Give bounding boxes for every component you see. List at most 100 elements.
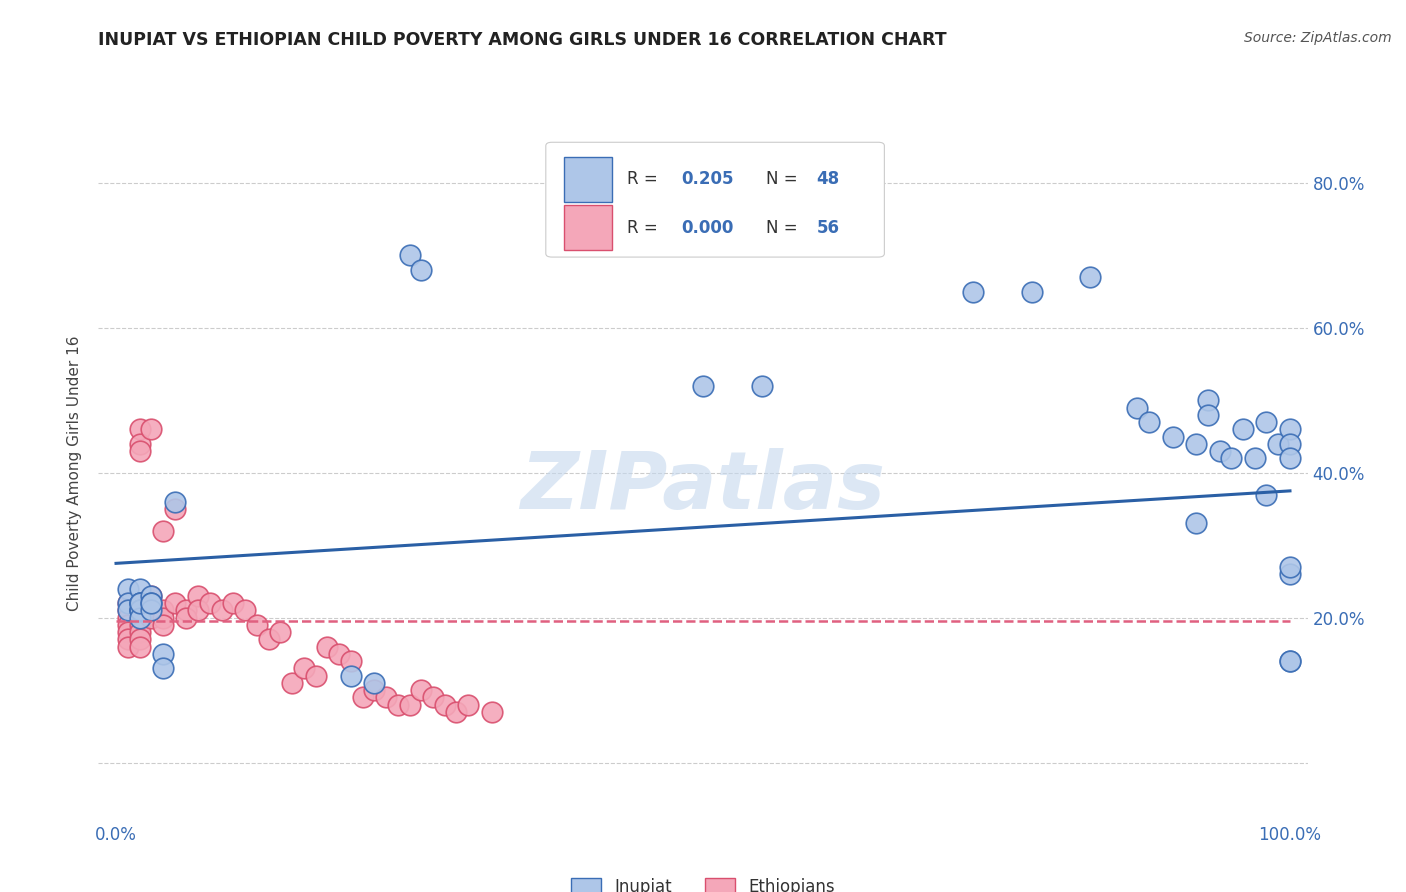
Point <box>1161 429 1184 443</box>
Point <box>375 690 398 705</box>
Point <box>163 502 186 516</box>
Text: 48: 48 <box>817 170 839 188</box>
Point <box>128 610 150 624</box>
Y-axis label: Child Poverty Among Girls Under 16: Child Poverty Among Girls Under 16 <box>67 335 83 610</box>
Point <box>1197 408 1219 422</box>
Point <box>141 596 163 610</box>
Point <box>141 589 163 603</box>
Point <box>340 669 363 683</box>
Point <box>692 378 714 392</box>
Point <box>304 669 326 683</box>
Text: 0.000: 0.000 <box>682 219 734 237</box>
Bar <box>564 156 613 202</box>
Point <box>962 285 984 299</box>
Text: 0.205: 0.205 <box>682 170 734 188</box>
Point <box>1243 451 1265 466</box>
Text: N =: N = <box>766 170 803 188</box>
Point <box>117 632 139 647</box>
Point <box>117 582 139 596</box>
Point <box>1197 393 1219 408</box>
Point <box>176 603 198 617</box>
Point <box>352 690 374 705</box>
Point <box>141 422 163 436</box>
Point <box>198 596 221 610</box>
Point <box>222 596 245 610</box>
Point <box>117 610 139 624</box>
Point <box>117 603 139 617</box>
Point <box>128 603 150 617</box>
Point <box>1185 516 1208 531</box>
Point <box>163 494 186 508</box>
Point <box>1278 654 1301 668</box>
Point <box>340 654 363 668</box>
Point <box>398 698 420 712</box>
Point <box>117 640 139 654</box>
Point <box>398 248 420 262</box>
Point <box>411 683 433 698</box>
Text: 56: 56 <box>817 219 839 237</box>
Point <box>128 582 150 596</box>
Point <box>1126 401 1149 415</box>
Point <box>1208 444 1230 458</box>
Point <box>128 603 150 617</box>
Point <box>1080 270 1102 285</box>
Point <box>117 596 139 610</box>
Point <box>141 610 163 624</box>
Point <box>128 596 150 610</box>
Point <box>1185 436 1208 450</box>
Point <box>128 603 150 617</box>
Point <box>141 603 163 617</box>
Point <box>1278 654 1301 668</box>
Point <box>128 603 150 617</box>
Point <box>411 262 433 277</box>
Point <box>152 610 174 624</box>
Point <box>422 690 444 705</box>
Point <box>128 596 150 610</box>
Point <box>246 618 269 632</box>
Point <box>128 422 150 436</box>
Point <box>1021 285 1043 299</box>
Text: N =: N = <box>766 219 803 237</box>
Point <box>187 589 209 603</box>
Point <box>316 640 339 654</box>
Point <box>128 640 150 654</box>
Point <box>292 661 315 675</box>
Point <box>141 596 163 610</box>
Point <box>446 705 468 719</box>
Point <box>117 625 139 640</box>
Point <box>152 603 174 617</box>
Point <box>1232 422 1254 436</box>
Point <box>211 603 233 617</box>
Point <box>1278 422 1301 436</box>
Point <box>1278 451 1301 466</box>
Point <box>1256 415 1278 429</box>
Legend: Inupiat, Ethiopians: Inupiat, Ethiopians <box>564 871 842 892</box>
Point <box>141 589 163 603</box>
Point <box>751 378 773 392</box>
Point <box>187 603 209 617</box>
Point <box>163 596 186 610</box>
Point <box>128 625 150 640</box>
Point <box>269 625 291 640</box>
Point <box>433 698 456 712</box>
Text: ZIPatlas: ZIPatlas <box>520 448 886 525</box>
Text: Source: ZipAtlas.com: Source: ZipAtlas.com <box>1244 31 1392 45</box>
Point <box>128 632 150 647</box>
Point <box>117 603 139 617</box>
Point <box>128 618 150 632</box>
Bar <box>564 205 613 251</box>
Point <box>152 618 174 632</box>
Point <box>128 596 150 610</box>
Point <box>363 683 385 698</box>
Point <box>257 632 280 647</box>
Point <box>1267 436 1289 450</box>
Text: R =: R = <box>627 170 662 188</box>
Point <box>1256 487 1278 501</box>
Point <box>176 610 198 624</box>
Point <box>233 603 256 617</box>
Point <box>457 698 479 712</box>
Point <box>117 618 139 632</box>
Point <box>141 603 163 617</box>
Point <box>152 647 174 661</box>
Point <box>152 524 174 538</box>
